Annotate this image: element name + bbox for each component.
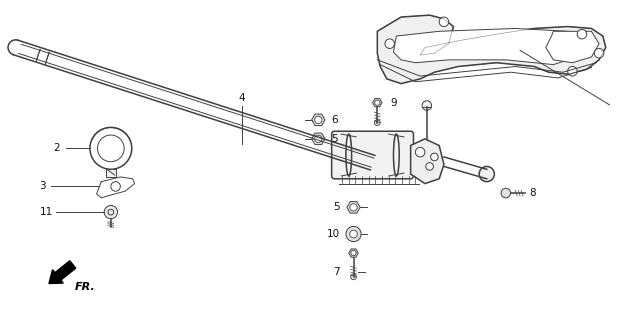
Text: 1: 1 [639,117,640,127]
Circle shape [374,100,380,105]
Polygon shape [394,28,587,65]
Text: 9: 9 [390,98,397,108]
Circle shape [415,147,425,157]
Circle shape [349,230,357,238]
Text: 10: 10 [327,229,340,239]
Circle shape [346,226,361,242]
Circle shape [439,17,449,26]
Text: 4: 4 [239,93,246,103]
Circle shape [374,120,380,126]
Circle shape [104,206,118,219]
Circle shape [577,30,587,39]
Circle shape [315,135,322,142]
Polygon shape [411,139,444,183]
Circle shape [315,116,322,123]
Circle shape [501,188,511,198]
Text: 8: 8 [529,188,536,198]
FancyArrow shape [49,261,76,284]
Text: 5: 5 [332,134,339,144]
Circle shape [431,153,438,161]
Polygon shape [349,249,358,257]
Circle shape [426,163,433,170]
Bar [106,169,116,177]
Text: 7: 7 [333,267,340,277]
Polygon shape [372,99,382,107]
Text: FR.: FR. [75,281,95,292]
Polygon shape [546,31,599,63]
Text: 3: 3 [40,181,46,192]
Circle shape [351,250,356,256]
Text: 11: 11 [40,207,52,217]
FancyBboxPatch shape [332,131,413,179]
Circle shape [568,67,577,76]
Circle shape [350,204,357,211]
Text: 2: 2 [54,143,60,153]
Circle shape [385,39,394,49]
Circle shape [422,101,431,110]
Polygon shape [312,114,325,126]
Polygon shape [347,202,360,213]
Text: 5: 5 [333,202,340,212]
Circle shape [479,166,494,182]
Polygon shape [312,133,325,145]
Circle shape [595,49,604,58]
Polygon shape [378,15,605,84]
Text: 6: 6 [332,115,339,125]
Circle shape [351,274,356,280]
